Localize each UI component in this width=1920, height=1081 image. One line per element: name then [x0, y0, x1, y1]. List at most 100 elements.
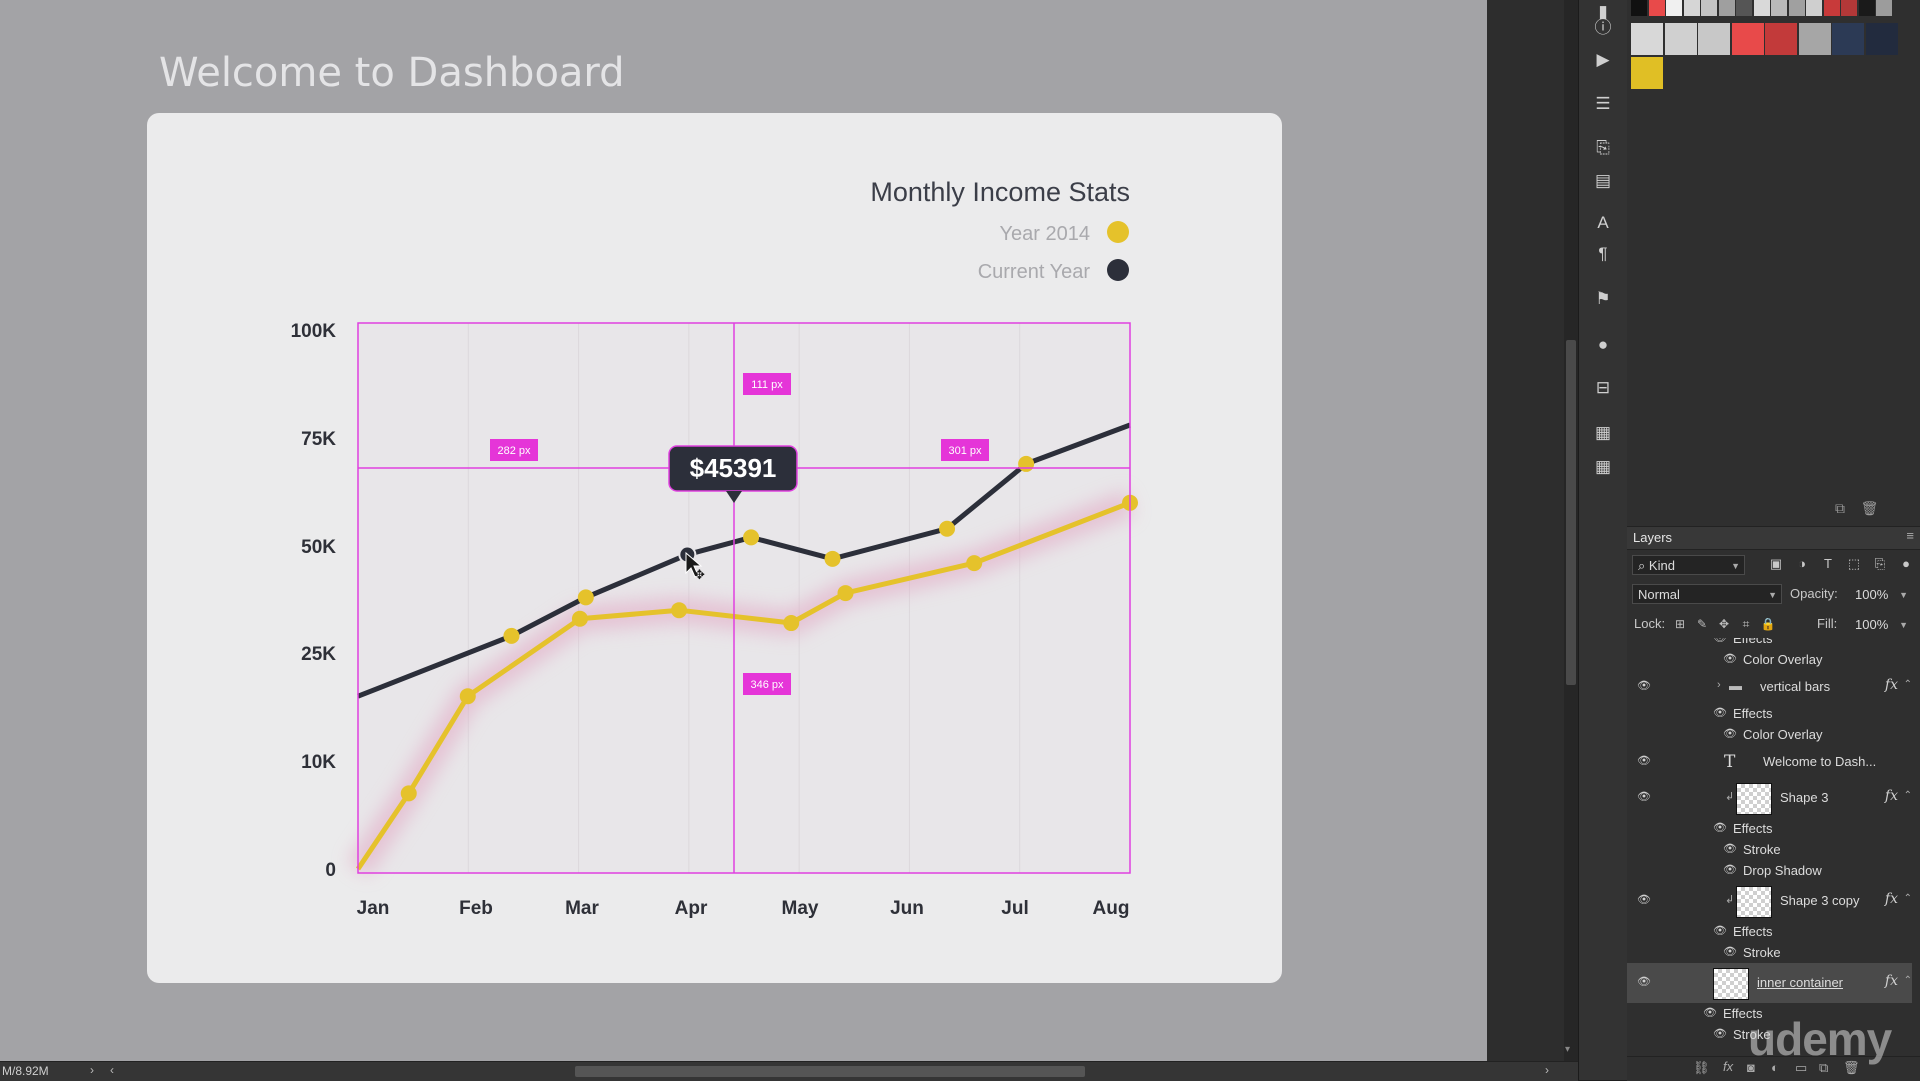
document-canvas[interactable]: Welcome to Dashboard 282 px 111 px 301 px 3… [0, 0, 1487, 1061]
swatch[interactable] [1698, 23, 1730, 55]
swatch[interactable] [1806, 0, 1822, 16]
opacity-field[interactable]: 100% ▼ [1849, 584, 1913, 604]
swatch[interactable] [1683, 0, 1700, 16]
scroll-left-icon[interactable]: ‹ [110, 1063, 114, 1077]
layer-effect-row[interactable]: 👁 Drop Shadow [1627, 860, 1912, 881]
adjustment-filter-icon[interactable]: ◑ [1798, 556, 1806, 571]
effect-eye-icon[interactable]: 👁 [1723, 863, 1737, 876]
brushes-icon[interactable]: ☰ [1595, 94, 1611, 113]
panel-menu-icon[interactable]: ≡ [1906, 528, 1914, 543]
filter-toggle-icon[interactable]: ● [1902, 556, 1910, 571]
delete-swatch-icon[interactable]: 🗑 [1860, 500, 1879, 516]
layer-row[interactable]: 👁 ↲ Shape 3 fx ⌃ [1627, 778, 1912, 818]
new-swatch-icon[interactable]: ⧉ [1835, 500, 1845, 516]
layer-thumbnail[interactable] [1736, 886, 1772, 918]
layer-effect-row[interactable]: 👁 Effects [1627, 1003, 1912, 1024]
vertical-scrollbar[interactable]: ▾ [1564, 0, 1578, 1061]
swatch[interactable] [1788, 0, 1805, 16]
lock-artboard-icon[interactable]: ⌗ [1742, 617, 1750, 631]
paragraph-icon[interactable]: ¶ [1598, 244, 1608, 263]
visibility-eye-icon[interactable]: 👁 [1637, 976, 1651, 988]
layer-row[interactable]: 👁 inner container fx ⌃ [1627, 963, 1912, 1003]
pixel-filter-icon[interactable]: ▣ [1769, 556, 1783, 571]
layer-effects-icon[interactable]: fx [1884, 891, 1898, 907]
lock-position-icon[interactable]: ✥ [1718, 617, 1730, 631]
swatch[interactable] [1631, 23, 1663, 55]
effect-eye-icon[interactable]: 👁 [1713, 1027, 1727, 1040]
flag-icon[interactable]: ⚑ [1595, 289, 1611, 308]
effect-eye-icon[interactable]: 👁 [1723, 652, 1737, 665]
swatch[interactable] [1736, 0, 1752, 16]
swatch[interactable] [1771, 0, 1787, 16]
drop-icon[interactable]: ● [1597, 335, 1609, 354]
swatch[interactable] [1664, 23, 1697, 55]
info-icon[interactable]: ⓘ [1594, 18, 1612, 37]
layer-thumbnail[interactable] [1713, 968, 1749, 1000]
layer-row[interactable]: 👁 T Welcome to Dash... [1627, 745, 1912, 778]
layer-effect-row[interactable]: 👁 Color Overlay [1627, 724, 1912, 745]
swatch[interactable] [1798, 23, 1831, 55]
new-layer-icon[interactable]: ⧉ [1819, 1060, 1829, 1075]
lock-image-icon[interactable]: ✎ [1696, 617, 1708, 631]
swatch[interactable] [1666, 0, 1682, 16]
shape-filter-icon[interactable]: ⬚ [1847, 556, 1861, 571]
layer-thumbnail[interactable] [1736, 783, 1772, 815]
layer-kind-select[interactable]: ⌕ Kind ▼ [1632, 555, 1745, 575]
history-icon[interactable]: ▮ [1598, 2, 1608, 21]
play-icon[interactable]: ▶ [1596, 50, 1610, 69]
library-icon[interactable]: ▦ [1594, 423, 1612, 442]
delete-layer-icon[interactable]: 🗑 [1843, 1060, 1860, 1075]
add-style-icon[interactable]: fx [1723, 1059, 1734, 1074]
scroll-down-icon[interactable]: ▾ [1565, 1044, 1571, 1055]
swatch[interactable] [1823, 0, 1840, 16]
effect-eye-icon[interactable]: 👁 [1713, 706, 1727, 719]
layer-effects-icon[interactable]: fx [1884, 676, 1898, 693]
collapse-effects-icon[interactable]: ⌃ [1903, 893, 1912, 904]
scroll-right-icon[interactable]: › [1545, 1063, 1549, 1077]
add-mask-icon[interactable]: ◙ [1747, 1060, 1755, 1075]
grid-icon[interactable]: ▦ [1594, 457, 1612, 476]
swatch[interactable] [1865, 23, 1898, 55]
swatch[interactable] [1731, 23, 1764, 55]
status-menu-arrow-icon[interactable]: › [90, 1063, 94, 1077]
effect-eye-icon[interactable]: 👁 [1723, 727, 1737, 740]
swatch[interactable] [1718, 0, 1735, 16]
swatch[interactable] [1876, 0, 1892, 16]
character-icon[interactable]: A [1597, 213, 1609, 232]
effect-eye-icon[interactable]: 👁 [1713, 924, 1727, 937]
expand-chevron-icon[interactable]: › [1717, 678, 1721, 691]
swatch[interactable] [1841, 0, 1857, 16]
vertical-scroll-thumb[interactable] [1566, 340, 1576, 685]
layer-effect-row[interactable]: 👁 Effects [1627, 921, 1912, 942]
horizontal-scroll-thumb[interactable] [575, 1066, 1085, 1077]
notes-icon[interactable]: ▤ [1594, 171, 1612, 190]
link-layers-icon[interactable]: ⛓ [1693, 1060, 1710, 1075]
collapse-effects-icon[interactable]: ⌃ [1903, 975, 1912, 986]
tab-layers[interactable]: Layers [1633, 530, 1673, 545]
swatch[interactable] [1765, 23, 1797, 55]
effect-eye-icon[interactable]: 👁 [1703, 1006, 1717, 1019]
swatch[interactable] [1753, 0, 1770, 16]
swatch[interactable] [1858, 0, 1875, 16]
layer-effects-icon[interactable]: fx [1884, 973, 1898, 989]
new-group-icon[interactable]: ▭ [1795, 1060, 1808, 1075]
layer-effect-row[interactable]: 👁 Stroke [1627, 942, 1912, 963]
blend-mode-select[interactable]: Normal ▼ [1632, 584, 1782, 604]
visibility-eye-icon[interactable]: 👁 [1637, 894, 1651, 906]
layer-effect-row[interactable]: 👁 Color Overlay [1627, 649, 1912, 670]
layer-effect-row[interactable]: 👁 Effects [1627, 818, 1912, 839]
swatch[interactable] [1701, 0, 1717, 16]
layer-effects-icon[interactable]: fx [1884, 788, 1898, 804]
clone-source-icon[interactable]: ⎘ [1596, 138, 1610, 157]
swatch[interactable] [1631, 57, 1663, 89]
layer-row[interactable]: 👁 ↲ Shape 3 copy fx ⌃ [1627, 881, 1912, 921]
visibility-eye-icon[interactable]: 👁 [1637, 754, 1651, 767]
swatch[interactable] [1648, 0, 1665, 16]
smart-object-filter-icon[interactable]: ⎘ [1874, 556, 1886, 571]
collapse-effects-icon[interactable]: ⌃ [1903, 678, 1912, 690]
effect-eye-icon[interactable]: 👁 [1713, 638, 1727, 644]
visibility-eye-icon[interactable]: 👁 [1637, 679, 1651, 692]
train-icon[interactable]: ⊟ [1595, 378, 1611, 397]
new-adjustment-icon[interactable]: ◐ [1771, 1060, 1779, 1075]
fill-field[interactable]: 100% ▼ [1849, 614, 1913, 634]
